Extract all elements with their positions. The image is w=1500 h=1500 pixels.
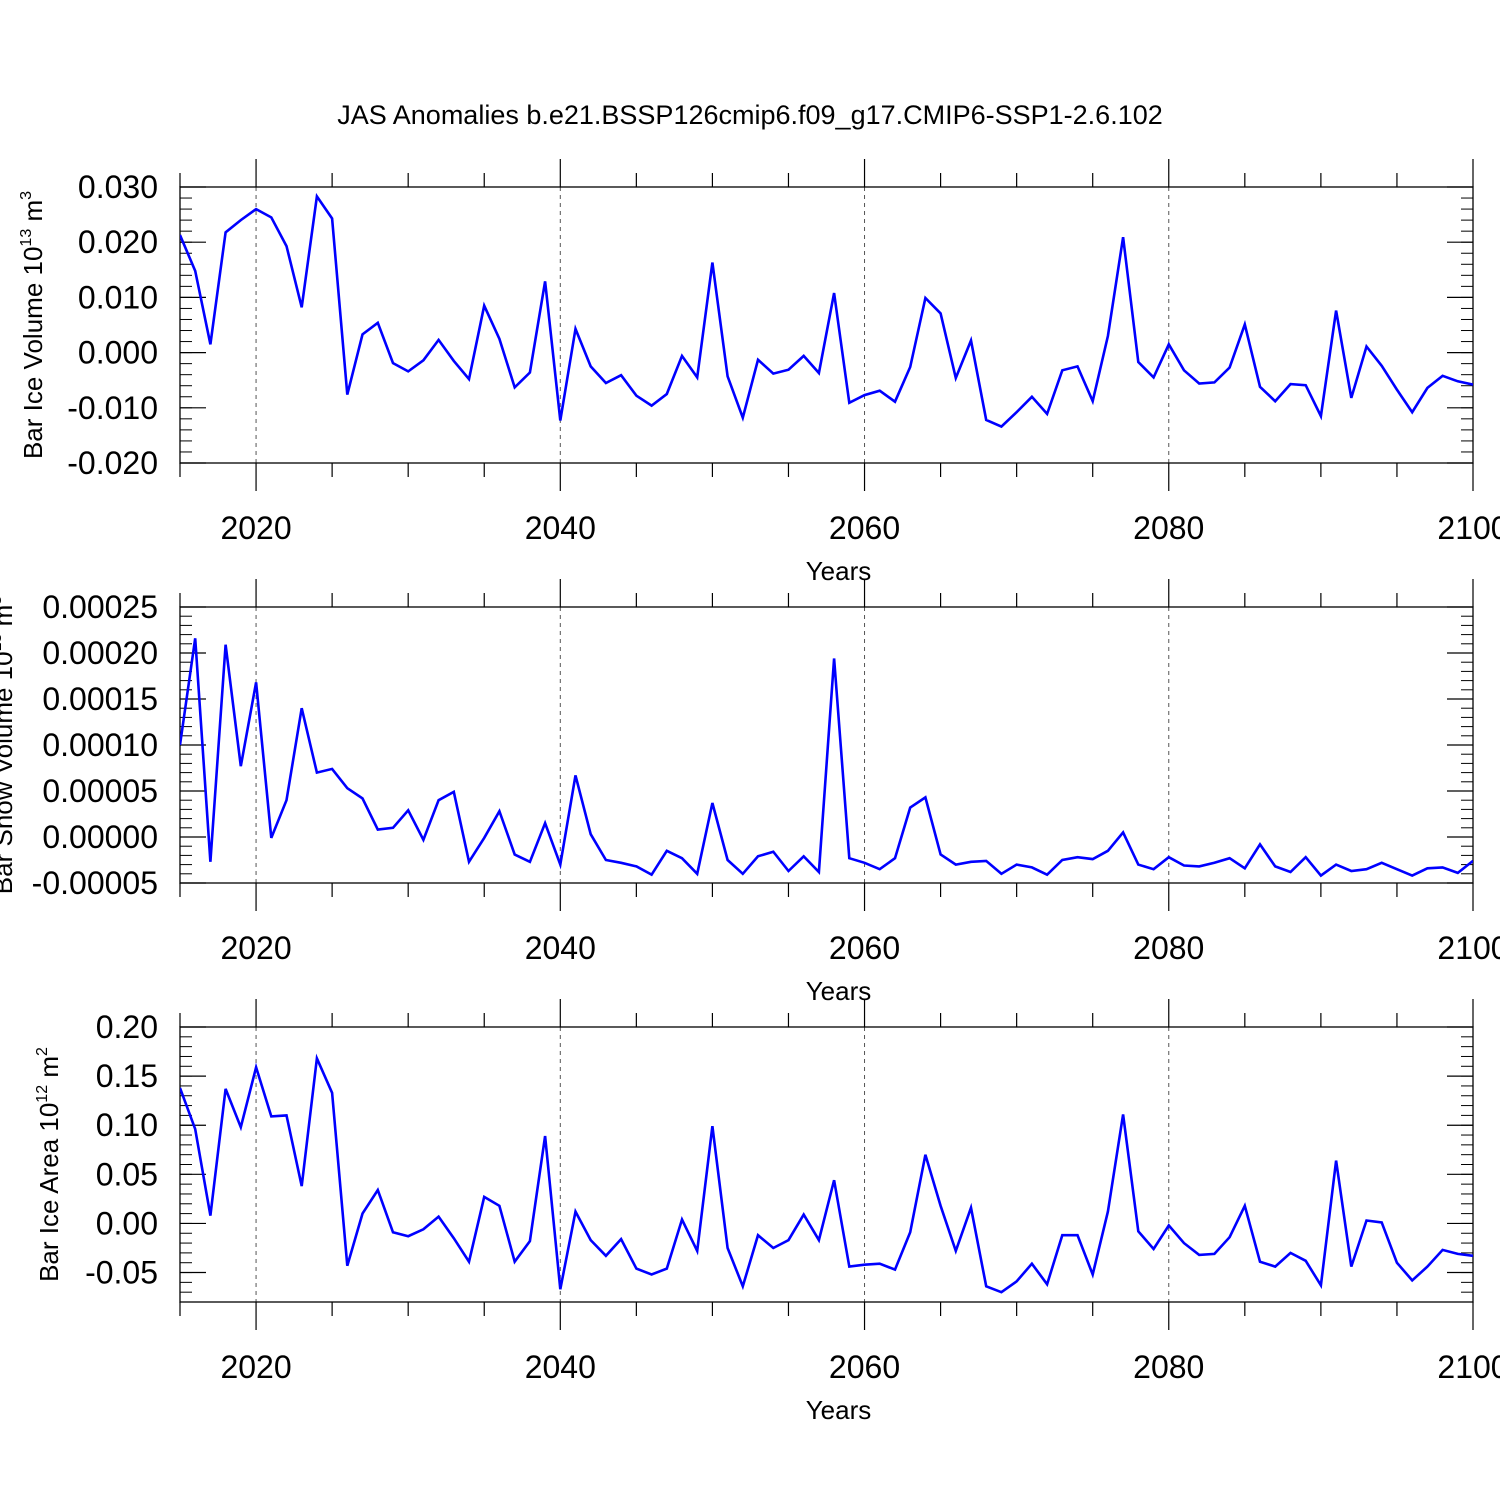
y-axis-label-unit: m	[34, 1056, 64, 1085]
x-tick-label: 2020	[220, 510, 291, 546]
y-tick-label: 0.030	[78, 169, 158, 205]
y-tick-label: -0.010	[67, 390, 158, 426]
y-tick-label: 0.000	[78, 335, 158, 371]
x-tick-label: 2100	[1437, 930, 1500, 966]
y-tick-label: 0.00010	[42, 727, 158, 763]
x-tick-label: 2080	[1133, 510, 1204, 546]
plot-frame	[179, 186, 1474, 464]
x-tick-label: 2060	[829, 1349, 900, 1385]
panel-3: 2020 2040 2060 2080 2100 Years -0.05 0.00 0.05 0.…	[34, 999, 1500, 1425]
series-line	[180, 1053, 1473, 1294]
x-tick-label: 2080	[1133, 930, 1204, 966]
x-tick-label: 2100	[1437, 510, 1500, 546]
y-tick-label: 0.00025	[42, 589, 158, 625]
series-line	[180, 192, 1473, 429]
x-tick-label: 2020	[220, 930, 291, 966]
y-axis-label-exponent: 12	[34, 1085, 51, 1103]
plot-frame	[179, 606, 1474, 884]
y-tick-label: -0.05	[85, 1255, 158, 1291]
x-tick-label: 2020	[220, 1349, 291, 1385]
y-tick-label: 0.00005	[42, 773, 158, 809]
panel-2: 2020 2040 2060 2080 2100 Years -0.00005 0.00000…	[0, 579, 1500, 1006]
figure-title: JAS Anomalies b.e21.BSSP126cmip6.f09_g17…	[337, 100, 1163, 130]
x-tick-label: 2060	[829, 510, 900, 546]
plot-frame	[179, 1026, 1474, 1303]
y-tick-label: 0.15	[96, 1058, 158, 1094]
y-axis-label-unit-exponent: 3	[18, 191, 35, 200]
y-axis-label: Bar Ice Area 1012 m2	[34, 1047, 64, 1282]
series-line	[180, 638, 1473, 878]
y-axis-label-unit: m	[0, 605, 18, 634]
x-tick-label: 2100	[1437, 1349, 1500, 1385]
panels: 2020 2040 2060 2080 2100 Years -0.020 -0.010 0.0…	[0, 159, 1500, 1425]
y-axis-label-text: Bar Ice Volume 10	[18, 247, 48, 459]
y-tick-label: 0.20	[96, 1009, 158, 1045]
x-tick-label: 2040	[525, 510, 596, 546]
y-axis-label-unit: m	[18, 200, 48, 229]
y-tick-label: -0.020	[67, 445, 158, 481]
x-tick-label: 2040	[525, 1349, 596, 1385]
y-tick-label: 0.00000	[42, 819, 158, 855]
x-axis-label: Years	[806, 976, 872, 1006]
y-tick-label: 0.00020	[42, 635, 158, 671]
y-axis-label-text: Bar Snow Volume 10	[0, 651, 18, 894]
y-tick-label: 0.020	[78, 224, 158, 260]
y-axis-label-unit-exponent: 3	[0, 596, 5, 605]
y-axis-label: Bar Ice Volume 1013 m3	[18, 191, 48, 459]
x-tick-label: 2040	[525, 930, 596, 966]
y-tick-label: 0.10	[96, 1107, 158, 1143]
y-axis-label: Bar Snow Volume 1013 m3	[0, 596, 18, 895]
y-tick-label: 0.00	[96, 1205, 158, 1241]
y-tick-label: 0.00015	[42, 681, 158, 717]
y-axis-label-exponent: 13	[0, 633, 5, 651]
y-axis-label-unit-exponent: 2	[34, 1047, 51, 1056]
x-axis-label: Years	[806, 556, 872, 586]
y-axis-label-text: Bar Ice Area 10	[34, 1103, 64, 1282]
y-axis-label-exponent: 13	[18, 229, 35, 247]
y-tick-label: 0.010	[78, 279, 158, 315]
panel-1: 2020 2040 2060 2080 2100 Years -0.020 -0.010 0.0…	[18, 159, 1500, 586]
y-tick-label: 0.05	[96, 1156, 158, 1192]
y-tick-label: -0.00005	[32, 865, 158, 901]
x-axis-label: Years	[806, 1395, 872, 1425]
x-tick-label: 2060	[829, 930, 900, 966]
x-tick-label: 2080	[1133, 1349, 1204, 1385]
